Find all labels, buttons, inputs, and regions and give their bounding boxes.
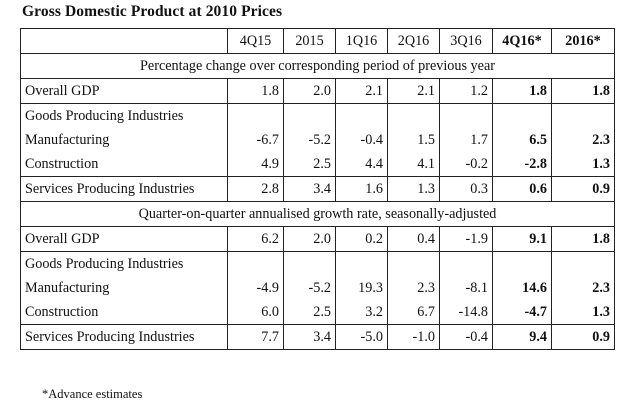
cell: 6.2 [227,226,284,252]
row-label: Manufacturing [20,128,228,152]
cell: 3.2 [335,300,388,325]
table-row: Overall GDP 1.8 2.0 2.1 2.1 1.2 1.8 1.8 [20,78,615,104]
cell: 1.8 [492,78,552,104]
header-row: 4Q15 2015 1Q16 2Q16 3Q16 4Q16* 2016* [20,28,615,54]
cell: 2.3 [551,128,615,152]
table-row: Construction 6.0 2.5 3.2 6.7 -14.8 -4.7 … [20,300,615,325]
row-label: Construction [20,152,228,177]
cell: -8.1 [439,276,493,300]
section1-heading: Percentage change over corresponding per… [20,53,615,79]
gdp-table: 4Q15 2015 1Q16 2Q16 3Q16 4Q16* 2016* Per… [20,28,615,350]
cell: 0.3 [439,176,493,202]
cell: 1.7 [439,128,493,152]
cell: -6.7 [227,128,284,152]
cell: 1.3 [387,176,440,202]
col-header-2q16: 2Q16 [387,28,440,54]
cell: -1.0 [387,324,440,350]
row-label: Goods Producing Industries [20,251,228,276]
cell: 1.8 [551,78,615,104]
col-header-1q16: 1Q16 [335,28,388,54]
cell: 2.0 [283,226,336,252]
cell: -1.9 [439,226,493,252]
cell: -2.8 [492,152,552,177]
cell: 2.5 [283,152,336,177]
cell: 2.8 [227,176,284,202]
cell: -4.9 [227,276,284,300]
col-header-2016: 2016* [551,28,615,54]
cell: -0.4 [335,128,388,152]
cell: 9.1 [492,226,552,252]
cell: 1.8 [551,226,615,252]
cell: 3.4 [283,176,336,202]
cell: 4.9 [227,152,284,177]
header-corner [20,28,228,54]
col-header-4q16: 4Q16* [492,28,552,54]
cell: 6.0 [227,300,284,325]
row-label: Construction [20,300,228,325]
cell: 7.7 [227,324,284,350]
cell: 0.9 [551,176,615,202]
cell: 6.7 [387,300,440,325]
table-row: Manufacturing -6.7 -5.2 -0.4 1.5 1.7 6.5… [20,128,615,152]
cell: 4.4 [335,152,388,177]
cell: 9.4 [492,324,552,350]
col-header-2015: 2015 [283,28,336,54]
cell: 2.5 [283,300,336,325]
table-row: Goods Producing Industries [20,103,615,128]
cell: 0.2 [335,226,388,252]
cell: 1.3 [551,152,615,177]
row-label: Manufacturing [20,276,228,300]
cell: 2.0 [283,78,336,104]
row-label: Services Producing Industries [20,176,228,202]
cell: -5.2 [283,128,336,152]
table-row: Services Producing Industries 7.7 3.4 -5… [20,324,615,350]
cell: 2.3 [551,276,615,300]
section-heading-row: Quarter-on-quarter annualised growth rat… [20,201,615,227]
section-heading-row: Percentage change over corresponding per… [20,53,615,79]
cell: -14.8 [439,300,493,325]
table-title: Gross Domestic Product at 2010 Prices [22,3,283,20]
table-row: Services Producing Industries 2.8 3.4 1.… [20,176,615,202]
cell: 2.1 [387,78,440,104]
table-row: Overall GDP 6.2 2.0 0.2 0.4 -1.9 9.1 1.8 [20,226,615,252]
cell: 1.2 [439,78,493,104]
section2-heading: Quarter-on-quarter annualised growth rat… [20,201,615,227]
cell: 1.3 [551,300,615,325]
cell: 14.6 [492,276,552,300]
cell: -5.0 [335,324,388,350]
table-row: Goods Producing Industries [20,251,615,276]
row-label: Overall GDP [20,78,228,104]
cell: 6.5 [492,128,552,152]
cell: 0.4 [387,226,440,252]
cell: -0.2 [439,152,493,177]
cell: 3.4 [283,324,336,350]
cell: -0.4 [439,324,493,350]
row-label: Goods Producing Industries [20,103,228,128]
table-row: Manufacturing -4.9 -5.2 19.3 2.3 -8.1 14… [20,276,615,300]
cell: 19.3 [335,276,388,300]
row-label: Overall GDP [20,226,228,252]
cell: 4.1 [387,152,440,177]
cell: 1.6 [335,176,388,202]
cell: 1.8 [227,78,284,104]
cell: 1.5 [387,128,440,152]
cell: 0.6 [492,176,552,202]
cell: -5.2 [283,276,336,300]
cell: -4.7 [492,300,552,325]
cell: 2.3 [387,276,440,300]
footnote: *Advance estimates [42,387,143,401]
col-header-4q15: 4Q15 [227,28,284,54]
col-header-3q16: 3Q16 [439,28,493,54]
cell: 0.9 [551,324,615,350]
row-label: Services Producing Industries [20,324,228,350]
cell: 2.1 [335,78,388,104]
table-row: Construction 4.9 2.5 4.4 4.1 -0.2 -2.8 1… [20,152,615,177]
